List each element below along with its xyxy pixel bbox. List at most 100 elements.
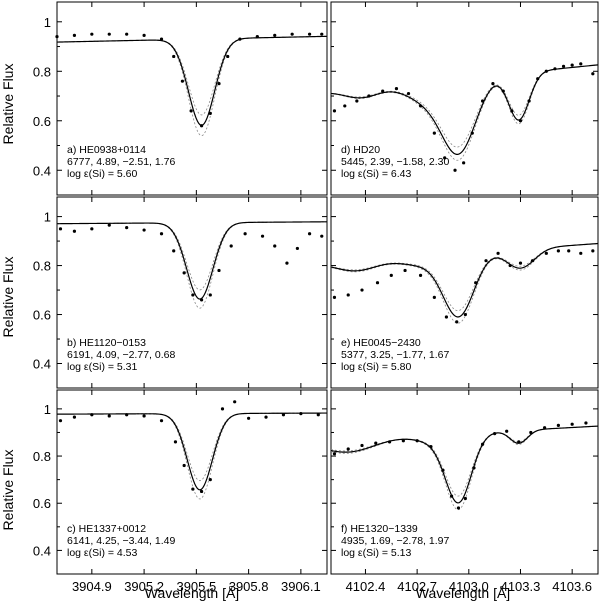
observed-point xyxy=(90,32,94,36)
panel-b-frame xyxy=(56,196,328,389)
observed-point xyxy=(72,415,77,419)
panel-c-label-line2: 6141, 4.25, −3.44, 1.49 xyxy=(67,535,175,547)
panel-d-label-line1: d) HD20 xyxy=(341,144,380,156)
panel-a-frame xyxy=(56,1,328,196)
observed-point xyxy=(415,439,419,443)
observed-point xyxy=(456,506,461,510)
observed-point xyxy=(561,64,566,68)
observed-point xyxy=(281,413,286,417)
observed-point xyxy=(142,414,146,418)
panel-e-label-line3: log ε(Si) = 5.80 xyxy=(341,361,412,373)
panel-f-frame xyxy=(330,389,599,575)
observed-point xyxy=(441,468,445,472)
panel-a-label-line1: a) HE0938+0114 xyxy=(67,144,146,156)
x-tick-label: 4103.6 xyxy=(552,579,592,594)
panel-c: 0.4 0.6 0.8 1 3904.9 3905.2 3905.5 3905.8 3906.1… xyxy=(33,389,328,594)
x-tick-label: 3906.1 xyxy=(281,579,321,594)
observed-point xyxy=(255,35,259,39)
synthetic-spectrum-alt xyxy=(330,64,599,148)
observed-point xyxy=(285,261,289,265)
observed-point xyxy=(343,104,347,108)
observed-point xyxy=(199,489,204,494)
observed-point xyxy=(493,432,497,436)
panel-b-label-line1: b) HE1120−0153 xyxy=(67,337,146,349)
y-axis-label-middle: Relative Flux xyxy=(0,257,16,338)
panel-f-label-line2: 4935, 1.69, −2.78, 1.97 xyxy=(341,535,449,547)
observed-point xyxy=(453,168,457,172)
y-tick-label: 1 xyxy=(44,210,51,225)
synthetic-spectrum-alt xyxy=(56,35,328,137)
observed-point xyxy=(307,232,312,236)
synthetic-spectrum-best xyxy=(56,412,327,491)
panel-f-label-line1: f) HE1320−1339 xyxy=(341,523,418,535)
observed-point xyxy=(432,295,436,299)
observed-point xyxy=(346,447,350,451)
observed-point xyxy=(307,32,312,36)
y-tick-label: 0.8 xyxy=(33,64,51,79)
observed-point xyxy=(208,293,212,297)
observed-point xyxy=(260,234,265,238)
panel-f-label-line3: log ε(Si) = 5.13 xyxy=(341,547,412,559)
observed-point xyxy=(172,249,176,253)
observed-point xyxy=(72,33,77,38)
observed-point xyxy=(172,54,176,59)
observed-point xyxy=(517,440,521,444)
observed-point xyxy=(443,156,447,160)
observed-point xyxy=(199,298,204,302)
y-tick-label: 0.6 xyxy=(33,496,51,511)
observed-point xyxy=(273,244,277,248)
observed-point xyxy=(226,54,230,59)
observed-point xyxy=(462,161,466,165)
observed-point xyxy=(217,82,221,86)
observed-point xyxy=(159,37,164,41)
observed-point xyxy=(107,414,111,418)
observed-point xyxy=(182,271,186,275)
observed-point xyxy=(553,67,557,71)
synthetic-spectrum-alt xyxy=(56,221,328,291)
observed-point xyxy=(544,69,548,73)
observed-point xyxy=(374,441,378,445)
synthetic-spectrum-alt xyxy=(330,425,599,511)
observed-point xyxy=(320,32,324,36)
observed-point xyxy=(243,232,247,236)
observed-point xyxy=(375,281,380,285)
x-tick-label: 3904.9 xyxy=(72,579,112,594)
observed-point xyxy=(191,487,195,491)
synthetic-spectrum-alt xyxy=(330,243,599,312)
observed-point xyxy=(107,223,111,227)
observed-point xyxy=(90,413,94,417)
observed-point xyxy=(173,440,178,444)
observed-point xyxy=(208,478,212,482)
observed-point xyxy=(367,94,371,98)
observed-point xyxy=(543,426,547,430)
observed-point xyxy=(264,415,268,419)
observed-point xyxy=(332,295,337,299)
observed-point xyxy=(125,226,129,230)
panel-c-frame xyxy=(56,389,328,575)
observed-point xyxy=(394,87,399,91)
observed-point xyxy=(180,79,185,83)
observed-point xyxy=(159,419,164,423)
y-tick-label: 1 xyxy=(44,402,51,417)
observed-point xyxy=(480,442,485,446)
x-axis-label-right: Wavelength [Å] xyxy=(416,585,510,601)
observed-point xyxy=(496,251,500,255)
observed-point xyxy=(316,413,320,417)
panel-c-label-line1: c) HE1337+0012 xyxy=(67,523,146,535)
observed-point xyxy=(510,109,514,113)
panel-a-label-line2: 6777, 4.89, −2.51, 1.76 xyxy=(67,156,175,168)
observed-point xyxy=(387,440,392,444)
observed-point xyxy=(567,249,571,253)
synthetic-spectrum-alt xyxy=(56,412,327,482)
observed-point xyxy=(591,72,595,76)
y-tick-label: 0.4 xyxy=(33,357,51,372)
observed-point xyxy=(556,249,560,253)
observed-point xyxy=(159,232,164,236)
y-tick-label: 1 xyxy=(44,15,51,30)
panel-d-frame xyxy=(330,1,599,196)
observed-point xyxy=(58,227,63,231)
y-tick-label: 0.4 xyxy=(33,163,51,178)
